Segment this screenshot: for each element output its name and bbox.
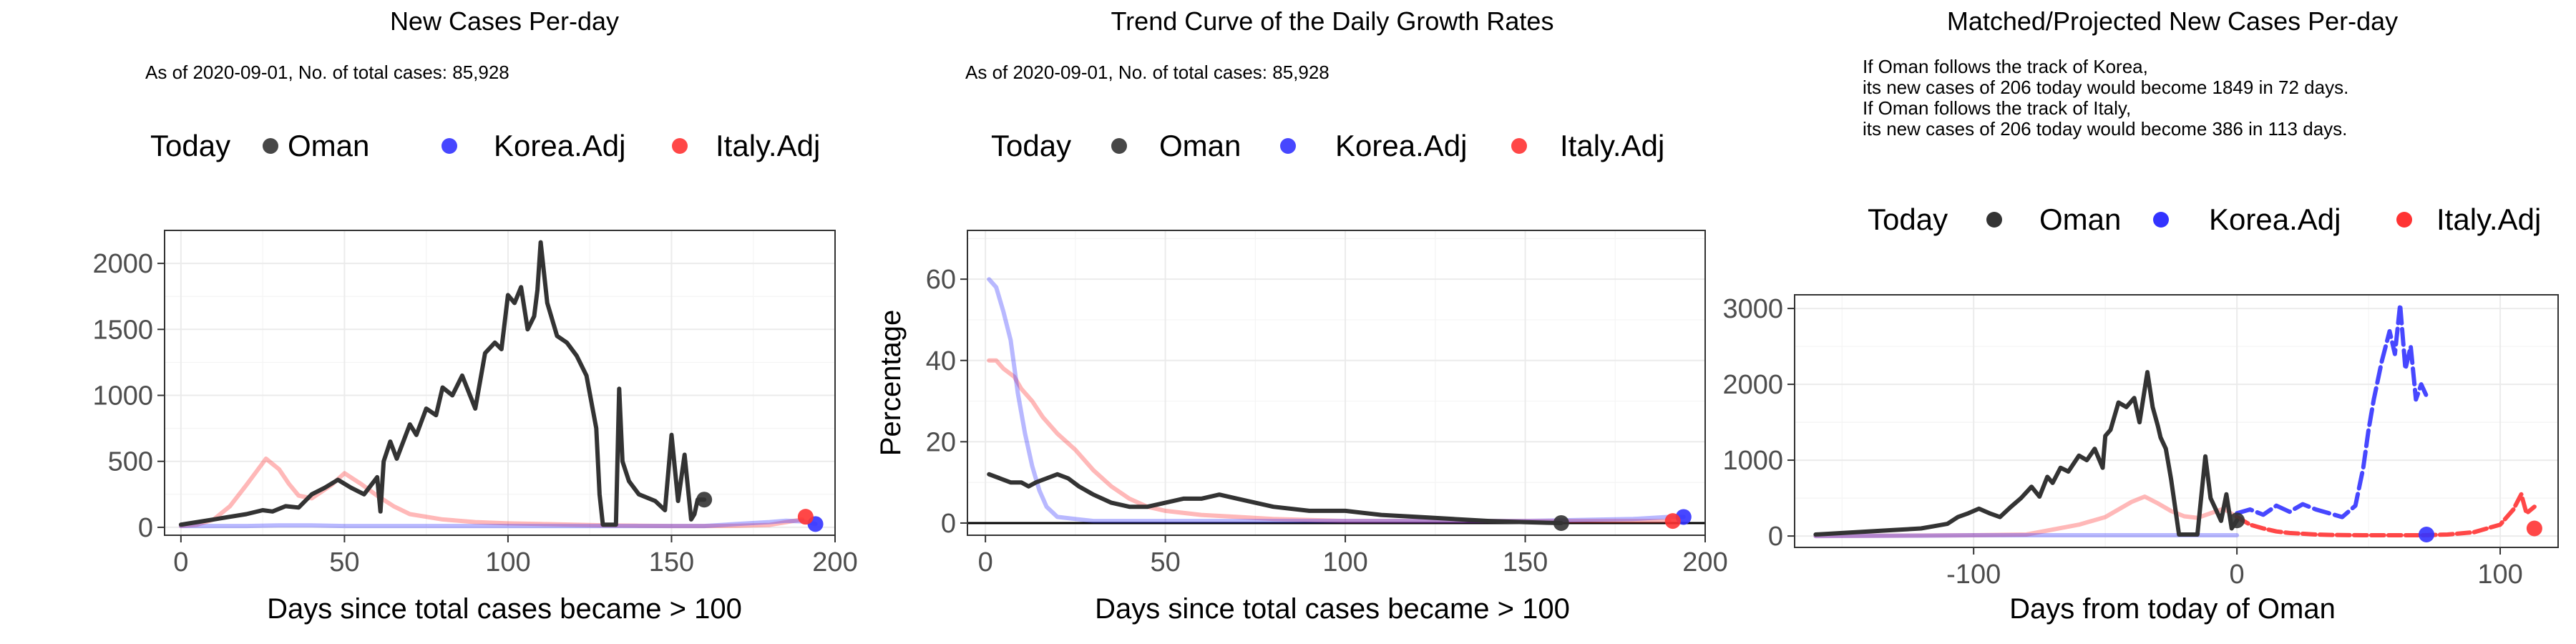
- legend: Today Oman Korea.Adj Italy.Adj: [150, 129, 820, 162]
- plot-frame: [164, 230, 836, 536]
- legend-label: Oman: [2039, 203, 2121, 236]
- series-line-korea-adj: [178, 518, 818, 529]
- legend-label: Italy.Adj: [2436, 203, 2541, 236]
- legend-key-korea-adj: [1280, 138, 1296, 154]
- legend-key-italy-adj: [2396, 212, 2412, 228]
- y-tick-label: 0: [941, 509, 956, 539]
- x-tick-label: 0: [2230, 560, 2245, 590]
- legend-key-korea-adj: [2153, 212, 2169, 228]
- y-tick-label: 3000: [1722, 294, 1783, 324]
- y-tick-label: 0: [138, 513, 153, 543]
- x-tick-label: 100: [485, 547, 530, 577]
- legend: Today Oman Korea.Adj Italy.Adj: [1868, 203, 2541, 236]
- series-line-korea-adj-projected: [2235, 302, 2429, 519]
- chart-panel-1: New Cases Per-day As of 2020-09-01, No. o…: [92, 6, 857, 625]
- series-line-korea-adj-matched: [1813, 533, 2240, 539]
- chart-title: Trend Curve of the Daily Growth Rates: [1111, 6, 1554, 36]
- legend-label: Oman: [1159, 129, 1241, 162]
- y-tick-label: 40: [926, 346, 956, 376]
- y-tick-label: 2000: [1722, 370, 1783, 400]
- legend-key-oman: [263, 138, 278, 154]
- x-tick-label: 100: [2477, 560, 2522, 590]
- legend-label: Italy.Adj: [1560, 129, 1664, 162]
- chart-title: Matched/Projected New Cases Per-day: [1947, 6, 2398, 36]
- today-point-oman: [696, 492, 713, 508]
- series-line-oman: [178, 240, 707, 527]
- x-tick-label: 50: [1150, 547, 1180, 577]
- series-line-italy-adj-matched: [1813, 494, 2240, 539]
- annotation-line: If Oman follows the track of Italy,: [1863, 97, 2131, 119]
- series-line-oman: [987, 472, 1563, 525]
- plot-frame: [967, 230, 1706, 536]
- legend-key-oman: [1111, 138, 1127, 154]
- x-tick-label: 50: [329, 547, 359, 577]
- y-tick-label: 500: [108, 447, 153, 477]
- x-tick-label: 0: [978, 547, 993, 577]
- y-tick-label: 20: [926, 427, 956, 457]
- legend-key-oman: [1986, 212, 2002, 228]
- today-point-oman: [2229, 512, 2245, 529]
- chart-title: New Cases Per-day: [390, 6, 619, 36]
- x-axis-title: Days since total cases became > 100: [267, 593, 742, 625]
- x-tick-label: 100: [1322, 547, 1367, 577]
- legend-label: Italy.Adj: [716, 129, 820, 162]
- x-axis-title: Days since total cases became > 100: [1095, 593, 1570, 625]
- series-line-korea-adj: [987, 277, 1686, 524]
- legend-label: Korea.Adj: [1335, 129, 1467, 162]
- y-tick-label: 0: [1768, 522, 1783, 552]
- y-tick-label: 1500: [92, 315, 153, 345]
- today-point-italy-adj: [2526, 520, 2542, 537]
- legend: Today Oman Korea.Adj Italy.Adj: [991, 129, 1664, 162]
- legend-key-italy-adj: [1511, 138, 1527, 154]
- today-point-italy-adj: [797, 509, 814, 525]
- y-tick-label: 1000: [1722, 446, 1783, 476]
- chart-subtitle: As of 2020-09-01, No. of total cases: 85…: [145, 62, 509, 83]
- today-point-korea-adj: [2419, 526, 2435, 542]
- today-point-italy-adj: [1664, 513, 1681, 530]
- legend-title: Today: [991, 129, 1071, 162]
- grid: [165, 230, 836, 535]
- legend-key-italy-adj: [672, 138, 688, 154]
- y-tick-label: 1000: [92, 381, 153, 411]
- series-line-oman: [1813, 370, 2240, 537]
- legend-title: Today: [150, 129, 230, 162]
- annotation-line: its new cases of 206 today would become …: [1863, 118, 2347, 140]
- legend-title: Today: [1868, 203, 1948, 236]
- y-tick-label: 60: [926, 265, 956, 295]
- plot-frame: [1794, 294, 2559, 548]
- legend-key-korea-adj: [441, 138, 457, 154]
- legend-label: Korea.Adj: [494, 129, 625, 162]
- y-tick-label: 2000: [92, 249, 153, 279]
- legend-label: Korea.Adj: [2209, 203, 2341, 236]
- annotation-line: If Oman follows the track of Korea,: [1863, 56, 2148, 77]
- series-line-italy-adj-projected: [2235, 492, 2537, 537]
- x-tick-label: 200: [1682, 547, 1727, 577]
- series-line-italy-adj: [987, 358, 1672, 524]
- chart-subtitle: As of 2020-09-01, No. of total cases: 85…: [965, 62, 1330, 83]
- annotation-line: its new cases of 206 today would become …: [1863, 77, 2348, 98]
- x-tick-label: 200: [812, 547, 857, 577]
- chart-panel-3: Matched/Projected New Cases Per-day If Om…: [1722, 6, 2559, 625]
- x-tick-label: 150: [649, 547, 694, 577]
- x-tick-label: -100: [1946, 560, 2001, 590]
- today-point-oman: [1553, 514, 1569, 531]
- grid: [967, 230, 1706, 535]
- x-tick-label: 150: [1503, 547, 1548, 577]
- chart-panel-2: Trend Curve of the Daily Growth Rates As …: [875, 6, 1728, 625]
- legend-label: Oman: [288, 129, 369, 162]
- x-axis-title: Days from today of Oman: [2009, 593, 2336, 625]
- x-tick-label: 0: [173, 547, 188, 577]
- series-line-italy-adj: [178, 457, 805, 529]
- y-axis-title: Percentage: [875, 310, 907, 457]
